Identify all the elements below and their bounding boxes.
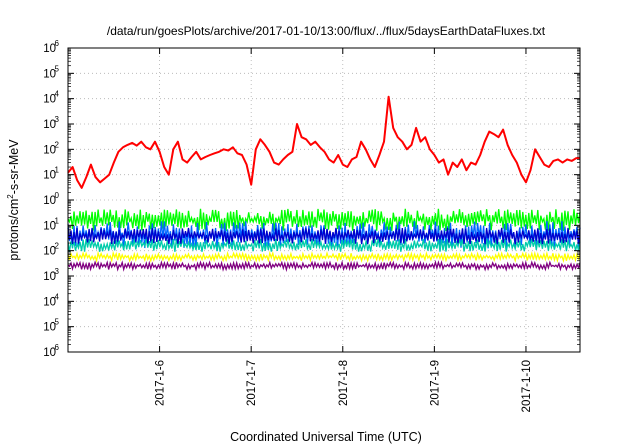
y-axis-label: protons/cm2-s-sr-MeV <box>6 139 21 261</box>
y-tick-label: 10-4 <box>43 292 59 308</box>
x-tick-label: 2017-1-7 <box>246 360 258 406</box>
y-tick-label: 10-5 <box>43 318 59 334</box>
y-tick-label: 103 <box>43 115 59 131</box>
y-tick-label: 105 <box>43 64 59 80</box>
y-tick-label: 101 <box>43 166 59 182</box>
series-band <box>67 227 581 245</box>
grid <box>68 48 580 352</box>
x-axis-label: Coordinated Universal Time (UTC) <box>230 430 422 444</box>
chart-title: /data/run/goesPlots/archive/2017-01-10/1… <box>107 24 546 38</box>
y-tick-label: 106 <box>43 39 59 55</box>
series-band <box>67 208 581 231</box>
series-band <box>67 259 581 273</box>
x-axis: 2017-1-6 2017-1-7 2017-1-8 2017-1-9 2017-1-1… <box>155 48 533 412</box>
y-tick-label: 102 <box>43 140 59 156</box>
y-tick-label: 10-6 <box>43 343 59 359</box>
plot-series <box>67 95 581 273</box>
y-tick-label: 10-2 <box>43 242 59 258</box>
y-axis: 10-6 10-5 10-4 10-3 10-2 10-1 100 101 102 103 104 1… <box>43 39 580 359</box>
series-band <box>67 238 581 252</box>
x-tick-label: 2017-1-9 <box>429 360 441 406</box>
x-tick-label: 2017-1-8 <box>338 360 350 406</box>
series-line <box>67 95 580 189</box>
y-tick-label: 104 <box>43 90 59 106</box>
y-tick-label: 100 <box>43 191 59 207</box>
y-tick-label: 10-3 <box>43 267 59 283</box>
x-tick-label: 2017-1-6 <box>155 360 167 406</box>
y-tick-label: 10-1 <box>43 216 59 232</box>
series-band <box>67 250 581 264</box>
x-tick-label: 2017-1-10 <box>521 360 533 412</box>
